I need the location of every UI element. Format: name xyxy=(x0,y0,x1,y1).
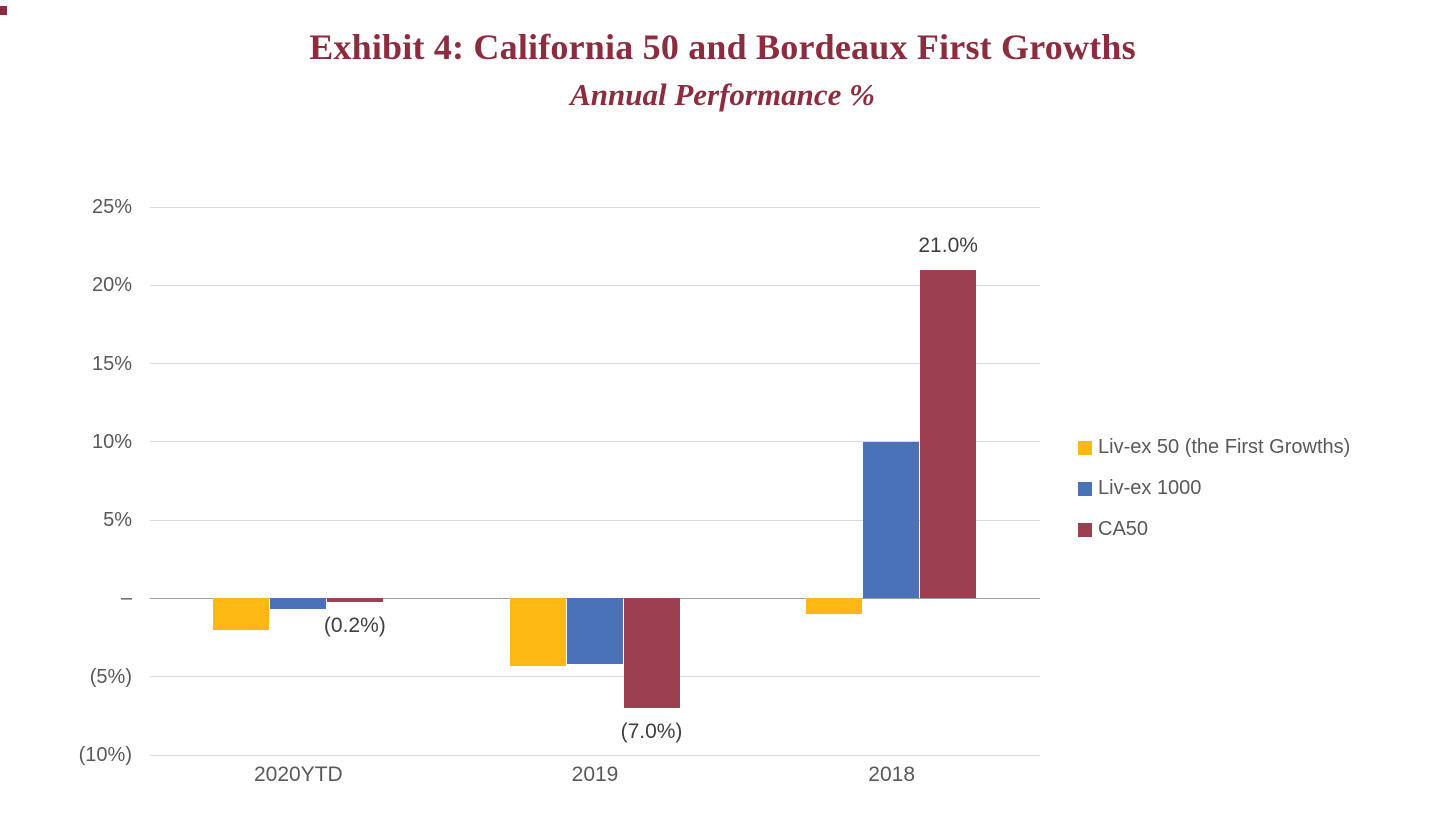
chart-subtitle: Annual Performance % xyxy=(570,77,875,112)
legend-swatch-icon xyxy=(1078,440,1092,455)
legend-swatch-icon xyxy=(1078,481,1092,496)
gridline xyxy=(150,441,1040,443)
bar-value-label: (0.2%) xyxy=(323,613,386,637)
y-axis-tick-label: 10% xyxy=(91,430,132,453)
gridline xyxy=(150,676,1040,678)
legend-item-liv-ex-1000: Liv-ex 1000 xyxy=(1078,477,1350,500)
y-axis-tick-label: – xyxy=(120,587,132,610)
bar-ca50-2020ytd xyxy=(326,598,383,602)
y-axis-tick-label: 25% xyxy=(91,196,132,218)
x-axis-category-label: 2018 xyxy=(868,763,916,786)
x-axis-category-label: 2020YTD xyxy=(253,763,343,786)
bar-value-label: (7.0%) xyxy=(620,720,683,744)
y-axis-tick-label: 5% xyxy=(103,509,132,532)
gridline xyxy=(150,284,1040,286)
gridline xyxy=(150,206,1040,208)
legend-label: Liv-ex 50 (the First Growths) xyxy=(1098,436,1351,458)
legend-label: CA50 xyxy=(1098,518,1149,540)
bar-ca50-2018 xyxy=(920,269,977,599)
bar-liv-ex-50-the-first-growths-2018 xyxy=(806,598,863,615)
chart-legend: Liv-ex 50 (the First Growths) Liv-ex 1000… xyxy=(1078,436,1350,559)
legend-swatch-icon xyxy=(1078,522,1092,537)
bar-liv-ex-1000-2019 xyxy=(566,598,623,665)
bar-ca50-2019 xyxy=(623,598,680,709)
gridline xyxy=(150,363,1040,365)
legend-item-ca50: CA50 xyxy=(1078,518,1350,541)
legend-label: Liv-ex 1000 xyxy=(1098,477,1202,499)
y-axis-tick-label: 15% xyxy=(91,352,132,375)
y-axis-tick-label: (5%) xyxy=(89,665,132,688)
x-axis-category-label: 2019 xyxy=(571,763,619,786)
y-axis-tick-label: (10%) xyxy=(78,744,132,766)
gridline xyxy=(150,519,1040,521)
bar-liv-ex-1000-2020ytd xyxy=(269,598,326,610)
bar-liv-ex-1000-2018 xyxy=(863,441,920,599)
bar-value-label: 21.0% xyxy=(918,233,978,257)
bar-liv-ex-50-the-first-growths-2019 xyxy=(509,598,566,666)
y-axis-tick-label: 20% xyxy=(91,274,132,297)
bar-liv-ex-50-the-first-growths-2020ytd xyxy=(212,598,269,630)
gridline xyxy=(150,754,1040,756)
chart-header: Exhibit 4: California 50 and Bordeaux Fi… xyxy=(0,26,1445,113)
chart-title: Exhibit 4: California 50 and Bordeaux Fi… xyxy=(309,27,1136,67)
page-corner-mark xyxy=(0,6,7,15)
legend-item-liv-ex-50-the-first-growths: Liv-ex 50 (the First Growths) xyxy=(1078,436,1350,459)
